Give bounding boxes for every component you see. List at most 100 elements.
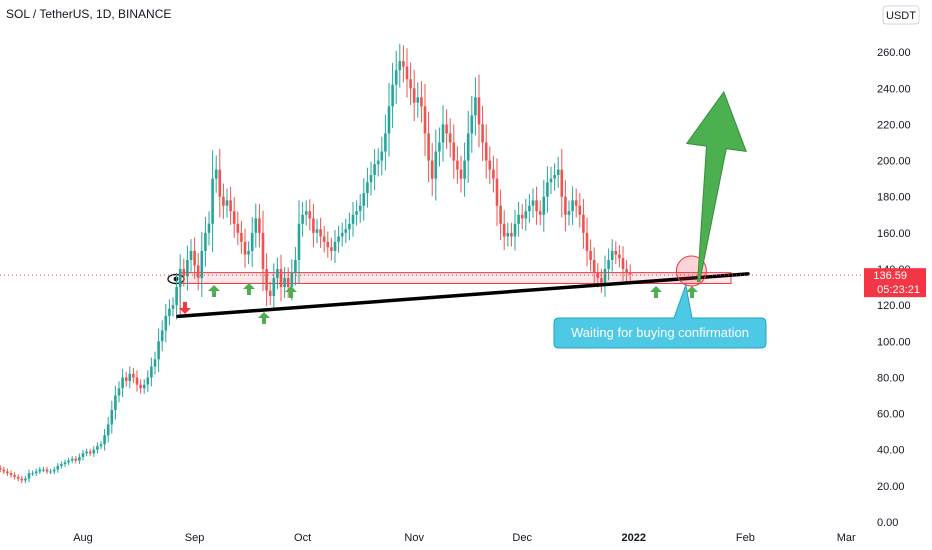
candle-body	[286, 278, 290, 288]
candle-body	[603, 269, 607, 284]
candle-body	[510, 232, 513, 237]
candle-body	[24, 478, 27, 481]
candle-body	[398, 61, 402, 71]
price-tick-label: 60.00	[877, 409, 905, 421]
candle-body	[452, 142, 456, 161]
candle-body	[0, 467, 2, 470]
bounce-arrow	[258, 312, 270, 324]
candle-body	[589, 250, 592, 260]
candle-body	[31, 473, 34, 475]
candle-body	[434, 151, 438, 179]
candle-body	[124, 377, 128, 382]
candle-body	[42, 469, 45, 471]
candle-body	[232, 211, 236, 224]
candle-body	[261, 232, 265, 269]
candle-body	[470, 115, 474, 134]
visibility-eye-icon[interactable]	[167, 273, 185, 285]
time-tick-label: 2022	[622, 532, 646, 544]
candle-body	[63, 462, 67, 465]
last-price-tag: 136.59 05:23:21	[864, 268, 926, 298]
candle-body	[196, 265, 200, 279]
candle-body	[132, 373, 135, 378]
candle-body	[466, 133, 470, 161]
candle-body	[560, 169, 564, 197]
price-tick-label: 240.00	[877, 83, 911, 95]
candle-body	[427, 133, 430, 161]
price-tick-label: 0.00	[877, 517, 898, 529]
candle-body	[276, 269, 279, 279]
candle-body	[610, 250, 614, 260]
candle-body	[178, 269, 182, 288]
candle-body	[164, 315, 168, 331]
price-tick-label: 160.00	[877, 228, 911, 240]
candle-body	[376, 160, 380, 165]
callout-text[interactable]: Waiting for buying confirmation	[571, 325, 749, 340]
candle-body	[538, 211, 542, 215]
candle-body	[88, 451, 92, 454]
candle-body	[567, 211, 571, 215]
candle-body	[258, 218, 261, 233]
candle-body	[240, 232, 243, 242]
candle-body	[546, 182, 549, 197]
candle-body	[614, 250, 618, 255]
candle-body	[621, 258, 625, 269]
price-tick-label: 260.00	[877, 47, 911, 59]
bounce-arrow	[208, 285, 220, 297]
candle-body	[297, 223, 301, 260]
price-tick-label: 200.00	[877, 156, 911, 168]
candle-body	[337, 236, 340, 242]
candle-body	[553, 175, 556, 179]
currency-badge[interactable]: USDT	[882, 5, 920, 25]
candle-body	[225, 200, 229, 206]
candle-body	[312, 218, 315, 233]
candle-body	[448, 133, 452, 143]
bounce-arrow	[686, 286, 698, 298]
candle-body	[150, 366, 153, 378]
candle-body	[171, 305, 175, 309]
candle-body	[531, 200, 535, 206]
annotation-callout[interactable]: Waiting for buying confirmation	[553, 283, 767, 349]
candle-body	[542, 196, 546, 215]
candle-body	[9, 473, 13, 476]
candle-body	[474, 97, 477, 116]
candle-body	[186, 259, 189, 277]
candle-body	[142, 384, 146, 389]
candle-body	[513, 223, 517, 237]
candle-body	[16, 476, 20, 479]
candle-body	[139, 384, 142, 389]
candle-body	[189, 250, 193, 260]
candle-body	[564, 196, 567, 215]
candle-body	[348, 223, 351, 230]
callout-bubble[interactable]	[553, 283, 767, 349]
candle-body	[128, 373, 132, 382]
candle-body	[193, 250, 196, 266]
candle-body	[265, 269, 268, 291]
time-tick-label: Dec	[512, 532, 532, 544]
candle-body	[200, 250, 204, 279]
eye-pupil[interactable]	[173, 276, 179, 282]
time-tick-label: Aug	[73, 532, 93, 544]
candle-body	[70, 458, 74, 461]
last-price-value: 136.59	[873, 270, 907, 282]
drawing-overlays	[176, 90, 750, 324]
time-tick-label: Oct	[294, 532, 311, 544]
candle-body	[74, 458, 78, 461]
candle-body	[618, 254, 621, 259]
candle-body	[571, 200, 574, 212]
currency-badge-frame[interactable]	[882, 5, 920, 25]
candle-body	[45, 469, 49, 472]
price-tick-label: 180.00	[877, 192, 911, 204]
candle-body	[380, 151, 384, 161]
chart-title: SOL / TetherUS, 1D, BINANCE	[6, 7, 171, 21]
candle-body	[484, 142, 488, 161]
candle-body	[344, 229, 348, 233]
candle-body	[585, 232, 589, 251]
candle-body	[121, 377, 124, 389]
candle-body	[596, 272, 600, 279]
candle-body	[391, 84, 394, 107]
candle-body	[290, 272, 294, 288]
currency-badge-label[interactable]: USDT	[886, 10, 916, 22]
price-tick-label: 20.00	[877, 481, 905, 493]
candle-body	[175, 287, 178, 306]
candle-body	[49, 471, 52, 473]
